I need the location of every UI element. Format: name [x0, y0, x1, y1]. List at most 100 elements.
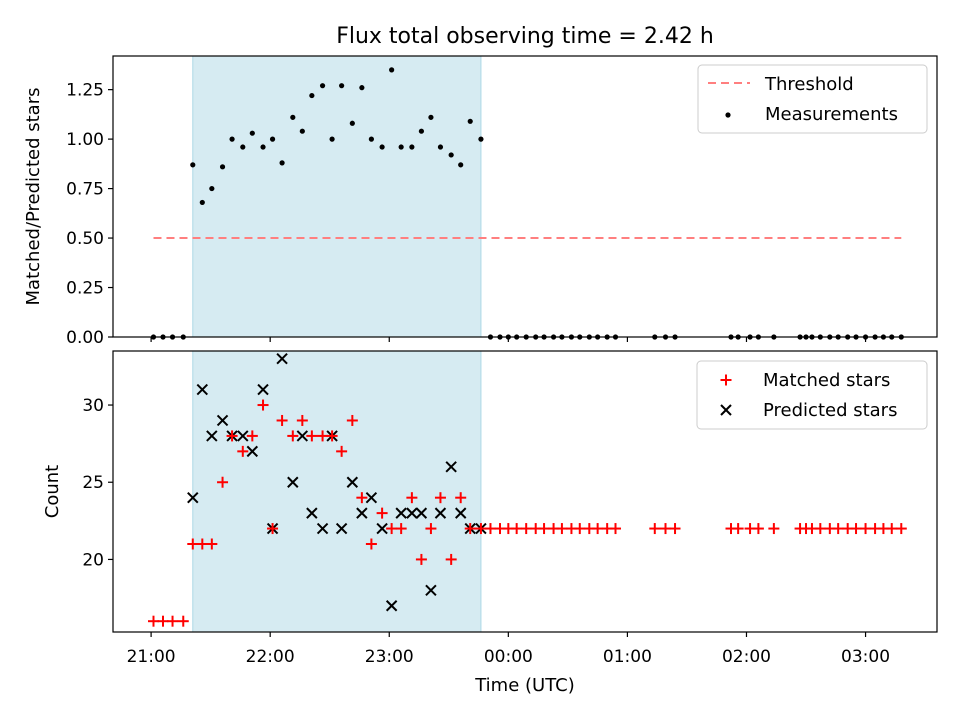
cross-stroke — [720, 404, 732, 416]
x-tick-label: 23:00 — [365, 647, 414, 667]
predicted-star-point — [406, 507, 418, 519]
measurement-point — [379, 144, 385, 150]
bottom-panel: 20 25 30 21:00 22:00 23:00 00:00 01:00 02:00 03:… — [42, 350, 938, 696]
y-tick-label: 1.25 — [66, 81, 104, 101]
matched-star-point — [406, 492, 418, 504]
predicted-star-point — [276, 353, 288, 365]
predicted-star-point — [246, 445, 259, 458]
measurement-point — [269, 136, 276, 142]
measurement-point — [229, 136, 235, 142]
measurement-point — [389, 67, 395, 73]
cross-stroke — [276, 353, 288, 365]
measurement-point — [368, 136, 374, 142]
top-y-axis-label: Matched/Predicted stars — [23, 88, 44, 306]
y-tick-label: 30 — [82, 396, 104, 416]
legend-measurements-swatch — [725, 112, 731, 118]
predicted-star-point — [365, 491, 378, 504]
matched-star-point — [455, 492, 467, 504]
legend-matched-stars-label: Matched stars — [763, 370, 890, 391]
predicted-star-point — [216, 414, 229, 427]
matched-star-point — [520, 523, 532, 535]
bottom-y-axis: 20 25 30 — [82, 396, 113, 570]
matched-star-point — [157, 615, 169, 627]
top-panel: 0.00 0.25 0.50 0.75 1.00 1.25 Matched/Predict… — [23, 55, 938, 348]
y-tick-label: 0.25 — [66, 279, 104, 299]
matched-star-point — [649, 523, 661, 535]
measurement-point — [240, 144, 246, 150]
cross-stroke — [306, 507, 318, 519]
predicted-star-point — [445, 461, 457, 473]
matched-star-point — [386, 523, 398, 535]
cross-stroke — [406, 507, 418, 519]
legend-measurements-label: Measurements — [765, 104, 898, 125]
predicted-star-point — [187, 491, 199, 504]
cross-stroke — [376, 522, 388, 535]
cross-stroke — [237, 430, 249, 442]
matched-star-point — [296, 414, 308, 426]
legend-matched-stars-swatch — [720, 374, 732, 386]
matched-star-point — [538, 523, 550, 535]
cross-stroke — [187, 491, 199, 504]
cross-stroke — [425, 584, 437, 597]
bottom-legend-box — [696, 360, 928, 430]
matched-star-point — [850, 523, 862, 535]
matched-star-point — [287, 430, 299, 442]
matched-star-point — [669, 523, 681, 535]
cross-stroke — [246, 445, 259, 458]
x-tick-label: 22:00 — [246, 647, 295, 667]
predicted-star-point — [287, 476, 299, 488]
matched-star-point — [257, 399, 269, 411]
matched-star-point — [167, 615, 179, 627]
measurement-point — [290, 114, 296, 120]
predicted-star-point — [206, 430, 218, 442]
y-tick-label: 0.50 — [66, 229, 104, 249]
matched-star-point — [475, 523, 487, 535]
y-tick-label: 0.75 — [66, 180, 104, 200]
measurement-point — [199, 199, 205, 206]
top-observing-window-shading — [192, 56, 482, 337]
matched-star-point — [592, 523, 604, 535]
cross-stroke — [434, 507, 447, 519]
measurement-point — [190, 162, 196, 168]
matched-star-point — [425, 523, 437, 535]
cross-stroke — [206, 430, 218, 442]
predicted-star-point — [376, 522, 388, 535]
measurement-point — [279, 160, 285, 166]
matched-star-point — [147, 615, 159, 627]
x-axis: 21:00 22:00 23:00 00:00 01:00 02:00 03:00 — [127, 632, 890, 667]
matched-star-point — [276, 414, 288, 426]
predicted-star-point — [306, 507, 318, 519]
predicted-star-point — [237, 430, 249, 442]
measurement-point — [467, 118, 473, 124]
matched-star-point — [660, 523, 672, 535]
cross-stroke — [316, 522, 329, 535]
bottom-legend: Matched stars Predicted stars — [696, 360, 928, 430]
predicted-star-point — [257, 383, 269, 396]
y-tick-label: 1.00 — [66, 130, 104, 150]
bottom-observing-window-shading — [192, 351, 482, 632]
bottom-y-axis-label: Count — [42, 465, 63, 518]
measurement-point — [478, 136, 484, 142]
cross-stroke — [287, 476, 299, 488]
measurement-point — [209, 185, 215, 192]
matched-star-point — [237, 445, 249, 457]
cross-stroke — [356, 507, 368, 519]
cross-stroke — [296, 430, 309, 442]
cross-stroke — [445, 461, 457, 473]
top-x-tick-marks — [150, 337, 867, 342]
top-legend: Threshold Measurements — [697, 64, 928, 134]
x-axis-label: Time (UTC) — [474, 675, 575, 696]
measurement-point — [339, 83, 345, 89]
matched-star-point — [196, 538, 208, 550]
predicted-star-point — [346, 476, 359, 488]
measurement-point — [309, 92, 315, 99]
predicted-star-point — [425, 584, 437, 597]
measurement-point — [409, 144, 415, 150]
matched-star-point — [395, 523, 407, 535]
matched-star-point — [434, 492, 446, 504]
top-panel-frame — [112, 55, 938, 338]
measurement-point — [437, 144, 444, 150]
matched-star-point — [317, 430, 329, 442]
measurement-point — [260, 144, 266, 150]
matched-star-point — [484, 523, 496, 535]
